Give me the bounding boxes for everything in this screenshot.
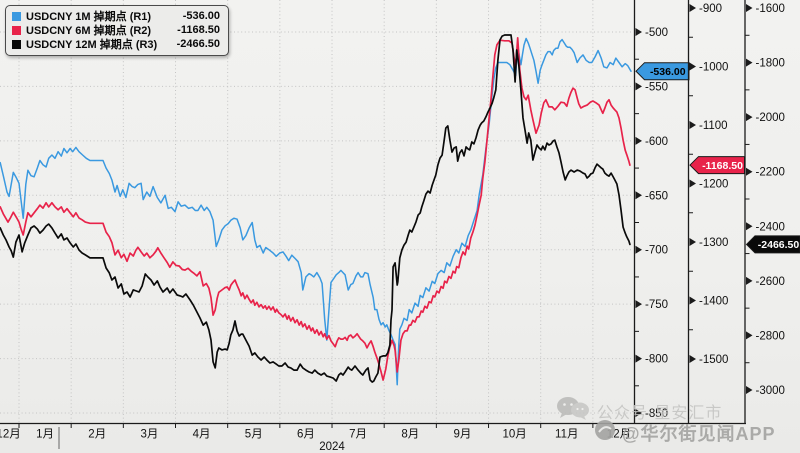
axis-tick-label: -1500 [699, 354, 728, 366]
axis-tick-label: -2600 [756, 276, 785, 288]
x-axis-month-label: 10月 [502, 429, 526, 441]
legend-swatch-usdcny-1m [12, 11, 21, 21]
axis-tick-arrow [689, 238, 696, 246]
legend-last-value: -536.00 [182, 10, 220, 22]
axis-tick-arrow [746, 331, 753, 340]
axis-tick-arrow [689, 4, 696, 12]
axis-tick-label: -1300 [699, 237, 728, 249]
axis-tick-label: -850 [645, 408, 668, 420]
legend-label: USDCNY 12M 掉期点 (R3) [26, 39, 158, 51]
axis-tick-arrow [746, 58, 753, 67]
axis-tick-label: -500 [645, 27, 668, 39]
axis-tick-arrow [746, 276, 753, 285]
legend-swatch-usdcny-6m [12, 25, 21, 35]
axis-tick-label: -600 [645, 136, 668, 148]
axis-tick-label: -550 [645, 81, 668, 93]
axis-tick-arrow [689, 179, 696, 188]
axis-tick-arrow [635, 136, 642, 145]
legend-label: USDCNY 6M 掉期点 (R2) [26, 25, 152, 37]
axis-tick-label: -3000 [756, 385, 785, 397]
axis-tick-arrow [635, 354, 642, 363]
series-line-usdcny-6m [0, 36, 631, 381]
axis-tick-label: -2800 [756, 330, 785, 342]
x-axis-month-label: 11月 [555, 429, 578, 441]
axis-tick-label: -1400 [699, 296, 728, 308]
axis-tick-arrow [689, 62, 696, 71]
x-axis-month-label: 12月 [0, 429, 21, 441]
axis-tick-label: -2400 [756, 221, 785, 233]
axis-tick-arrow [746, 386, 753, 395]
axis-tick-arrow [746, 113, 753, 122]
axis-tick-label: -750 [645, 299, 668, 311]
x-axis-month-label: 4月 [193, 429, 211, 441]
legend-swatch-usdcny-12m [12, 39, 21, 49]
x-axis-month-label: 9月 [453, 429, 471, 441]
axis-tick-arrow [689, 121, 696, 129]
legend-row-usdcny-6m[interactable]: USDCNY 6M 掉期点 (R2) -1168.50 [12, 23, 220, 37]
axis-tick-arrow [635, 28, 642, 36]
series-line-usdcny-12m [0, 34, 631, 383]
axis-tick-label: -1800 [756, 58, 785, 70]
axis-tick-label: -700 [645, 245, 668, 257]
axis-tick-arrow [689, 296, 696, 305]
axis-tick-arrow [635, 300, 642, 309]
legend-last-value: -1168.50 [177, 24, 220, 36]
axis-tick-label: -1100 [699, 120, 728, 132]
axis-tick-label: -1200 [699, 179, 728, 191]
legend-last-value: -2466.50 [176, 38, 220, 50]
x-axis-month-label: 5月 [245, 429, 263, 441]
x-axis-month-label: 3月 [140, 429, 158, 441]
last-value-badge-text-R1: -536.00 [650, 66, 686, 78]
axis-tick-label: -1600 [756, 3, 785, 15]
series-line-usdcny-1m [0, 37, 632, 386]
x-axis-month-label: 2月 [88, 429, 106, 441]
axis-tick-label: -2200 [756, 167, 785, 179]
last-value-badge-text-R3: -2466.50 [758, 239, 800, 251]
legend-row-usdcny-1m[interactable]: USDCNY 1M 掉期点 (R1) -536.00 [12, 9, 220, 23]
x-axis-month-label: 6月 [297, 429, 315, 441]
last-value-badge-R3 [745, 235, 800, 254]
axis-tick-label: -650 [645, 190, 668, 202]
legend-box: USDCNY 1M 掉期点 (R1) -536.00 USDCNY 6M 掉期点 (… [5, 5, 229, 56]
legend-label: USDCNY 1M 掉期点 (R1) [26, 11, 152, 23]
x-axis-month-label: 1月 [36, 429, 54, 441]
axis-tick-arrow [635, 245, 642, 254]
x-axis-month-label: 12月 [607, 429, 631, 441]
axis-tick-arrow [746, 4, 753, 12]
axis-tick-label: -800 [645, 354, 668, 366]
axis-tick-label: -1000 [699, 62, 728, 74]
x-axis-year-label: 2024 [319, 441, 345, 453]
axis-tick-arrow [746, 222, 753, 231]
axis-tick-arrow [689, 355, 696, 363]
x-axis-month-label: 7月 [349, 429, 367, 441]
axis-tick-arrow [635, 409, 642, 418]
axis-tick-label: -2000 [756, 112, 785, 124]
last-value-badge-text-R2: -1168.50 [702, 160, 743, 172]
axis-tick-arrow [746, 167, 753, 176]
x-axis-month-label: 8月 [401, 429, 419, 441]
legend-row-usdcny-12m[interactable]: USDCNY 12M 掉期点 (R3) -2466.50 [12, 37, 220, 51]
axis-tick-arrow [635, 191, 642, 200]
axis-tick-arrow [635, 82, 642, 91]
axis-tick-label: -900 [699, 3, 722, 15]
